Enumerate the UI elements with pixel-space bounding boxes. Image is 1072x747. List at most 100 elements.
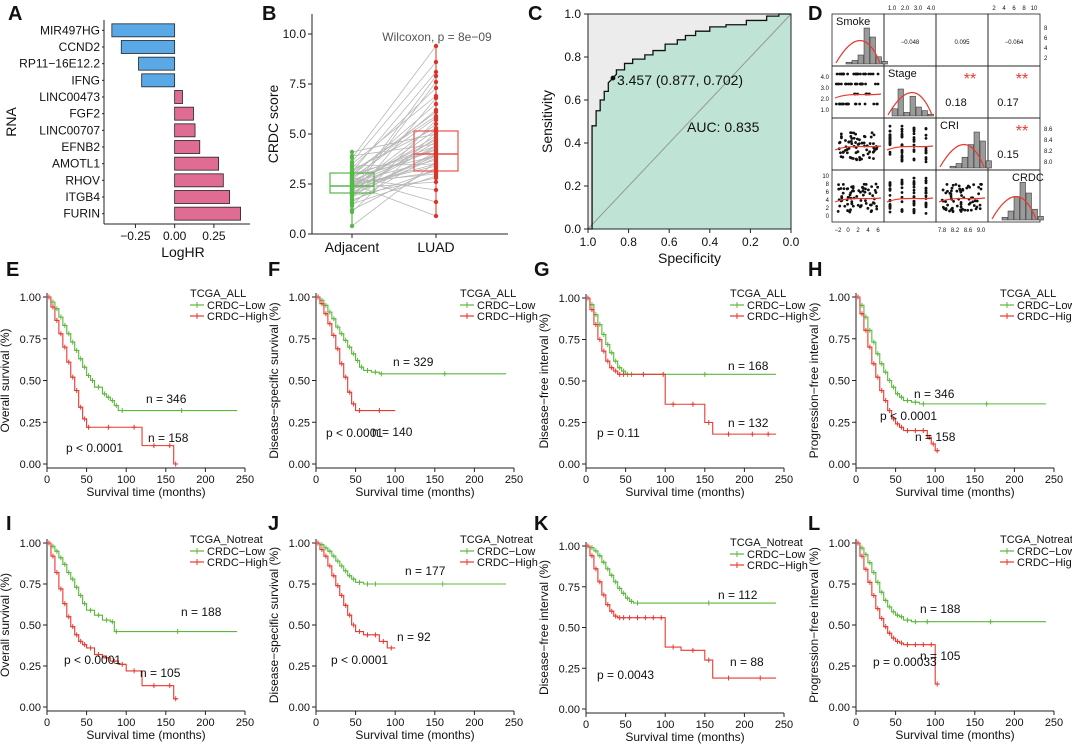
- scatter-dot: [855, 158, 859, 162]
- category-label: LINC00473: [39, 90, 100, 104]
- censor-mark: [331, 573, 337, 579]
- legend-censor: [734, 302, 740, 308]
- scatter-dot: [958, 208, 962, 212]
- censor-mark: [605, 358, 611, 364]
- scatter-dot: [846, 187, 850, 191]
- scatter-dot: [834, 82, 838, 86]
- censor-mark: [706, 420, 712, 425]
- y-axis-title: Progression−free interval (%): [807, 547, 821, 703]
- censor-mark: [103, 617, 109, 623]
- censor-mark: [95, 384, 101, 390]
- censor-mark: [871, 361, 877, 367]
- censor-mark: [364, 632, 370, 638]
- legend-title: TCGA_ALL: [190, 288, 246, 300]
- censor-mark: [650, 615, 656, 621]
- scatter-dot: [850, 200, 854, 204]
- censor-mark: [670, 401, 676, 407]
- luad-point: [433, 161, 439, 167]
- scatter-dot: [864, 82, 867, 86]
- p-value: p < 0.0001: [331, 653, 388, 667]
- x-tick-label: 250: [775, 474, 793, 486]
- scatter-dot: [950, 208, 953, 211]
- x-tick-label: 150: [696, 719, 714, 731]
- bar-0: [111, 23, 176, 38]
- scatter-dot: [856, 203, 860, 207]
- legend-title: TCGA_ALL: [460, 288, 516, 300]
- matrix-cell: [883, 117, 937, 171]
- luad-point: [433, 73, 439, 79]
- censor-mark: [593, 322, 599, 328]
- scatter-dot: [870, 131, 874, 135]
- legend-label: CRDC−High: [747, 311, 808, 323]
- censor-mark: [62, 561, 68, 567]
- x-tick-label: 150: [696, 474, 714, 486]
- bottom-tick-label: −2: [835, 228, 843, 234]
- category-label: EFNB2: [61, 140, 100, 154]
- paired-line: [351, 161, 437, 227]
- scatter-dot: [945, 183, 949, 186]
- bottom-tick-label: 4: [866, 228, 870, 234]
- censor-mark: [867, 579, 873, 585]
- luad-point: [433, 135, 439, 141]
- censor-mark: [879, 615, 885, 621]
- scatter-dot: [867, 72, 871, 76]
- y-tick-label: 0.0: [289, 227, 306, 241]
- x-tick-label: 150: [966, 474, 984, 486]
- censor-mark: [875, 351, 881, 357]
- censor-mark: [593, 566, 599, 572]
- left-tick-label: 1.0: [821, 108, 830, 114]
- scatter-dot: [844, 82, 848, 86]
- panel-label-b: B: [262, 3, 276, 25]
- scatter-dot: [835, 72, 839, 76]
- luad-point: [433, 59, 439, 65]
- roc-line: [588, 13, 791, 230]
- censor-mark: [887, 408, 893, 414]
- correlation-value: 0.095: [954, 40, 970, 46]
- scatter-dot: [864, 72, 867, 76]
- censor-mark: [871, 339, 877, 345]
- y-tick-label: 0.4: [564, 136, 581, 150]
- y-tick-label: 0.50: [559, 376, 580, 388]
- scatter-dot: [838, 72, 841, 76]
- scatter-dot: [912, 136, 916, 139]
- panel-label-d: D: [808, 3, 822, 25]
- censor-mark: [95, 652, 101, 658]
- left-tick-label: 8: [826, 182, 830, 188]
- scatter-dot: [900, 178, 904, 182]
- n-label-high: n = 158: [915, 430, 956, 444]
- n-label-low: n = 346: [914, 387, 955, 401]
- censor-mark: [82, 364, 88, 370]
- scatter-dot: [862, 141, 866, 145]
- scatter-dot: [888, 133, 892, 137]
- bottom-tick-label: 0: [846, 228, 850, 234]
- censor-mark: [119, 408, 125, 414]
- panel-label-i: I: [6, 513, 12, 535]
- roc-frame: [587, 13, 792, 230]
- scatter-dot: [900, 124, 904, 128]
- scatter-dot: [924, 137, 928, 140]
- left-tick-label: 10: [822, 174, 829, 180]
- scatter-dot: [861, 186, 865, 190]
- n-label-low: n = 168: [728, 359, 769, 373]
- y-axis-title: Overall survival (%): [0, 573, 12, 677]
- luad-point: [433, 187, 439, 193]
- y-tick-label: 1.00: [829, 292, 850, 304]
- scatter-dot: [900, 191, 904, 194]
- censor-mark: [601, 332, 607, 338]
- censor-mark: [899, 640, 905, 646]
- censor-mark: [855, 540, 861, 546]
- x-tick-label: 100: [117, 717, 135, 729]
- scatter-dot: [979, 187, 983, 191]
- censor-mark: [585, 295, 591, 301]
- y-axis-title: Disease−specific survival (%): [267, 302, 281, 458]
- censor-mark: [364, 581, 370, 587]
- adjacent-point: [349, 161, 355, 167]
- censor-mark: [167, 443, 173, 449]
- scatter-dot: [840, 196, 844, 200]
- x-tick-label: 0.8: [620, 235, 637, 249]
- luad-point: [433, 93, 439, 99]
- x-tick-label: 250: [236, 474, 254, 486]
- legend-title: TCGA_ALL: [730, 288, 786, 300]
- censor-mark: [335, 346, 341, 352]
- x-axis-title: Survival time (months): [355, 485, 474, 499]
